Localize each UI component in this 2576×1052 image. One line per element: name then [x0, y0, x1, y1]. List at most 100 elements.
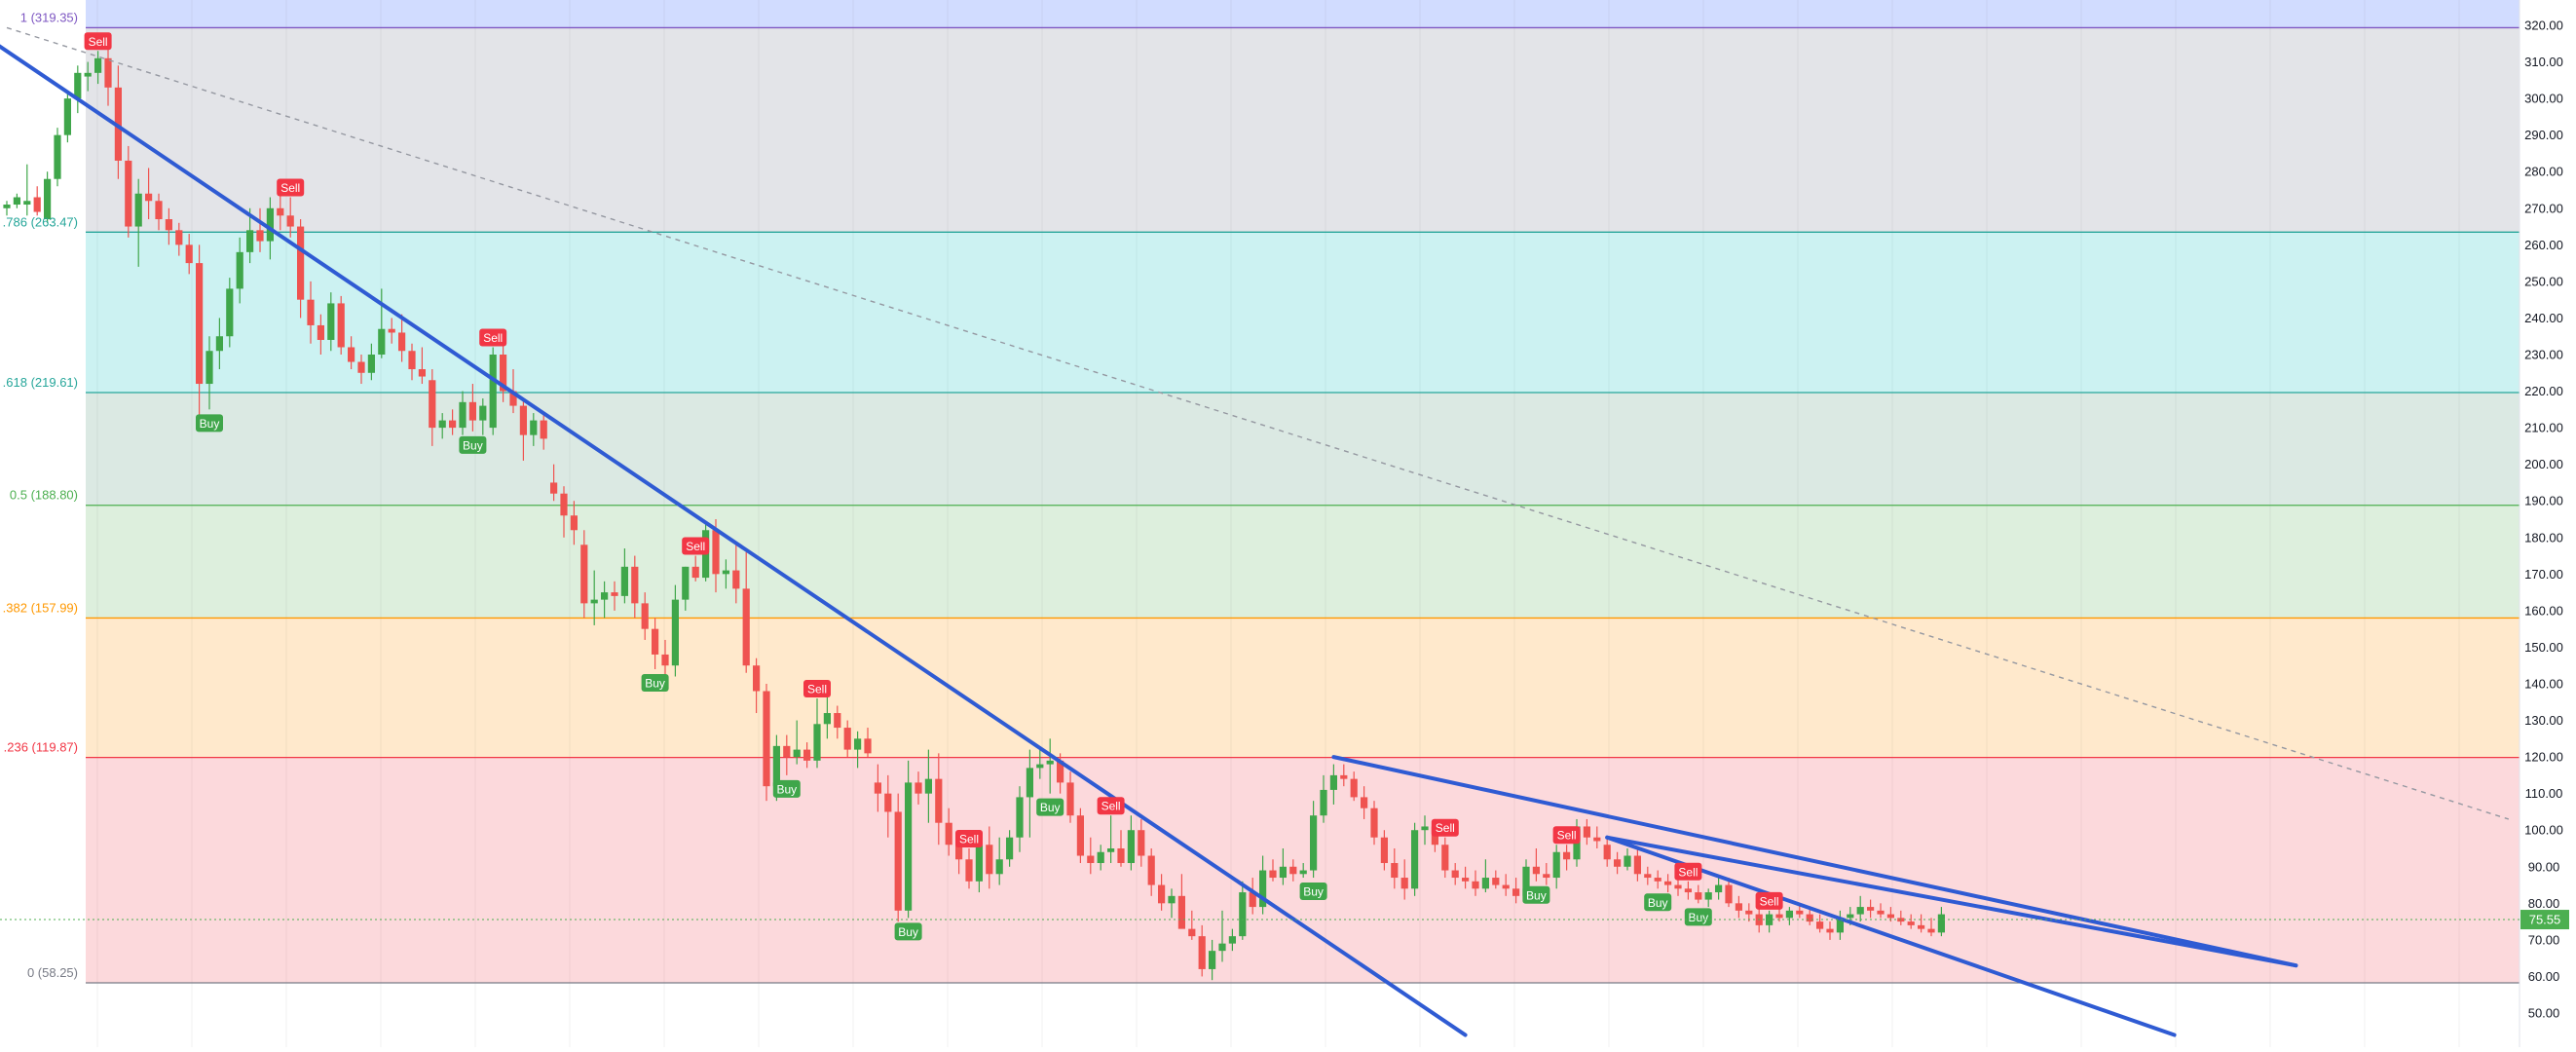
- signal-badge: [1644, 893, 1672, 912]
- sell-signal[interactable]: Sell: [1552, 826, 1581, 845]
- trendline-main-downtrend[interactable]: [0, 3, 1468, 1037]
- candle: [1361, 786, 1368, 819]
- candle: [1097, 845, 1104, 871]
- signal-label: Sell: [1760, 894, 1779, 908]
- price-axis: 320.00 310.00 300.00 290.00 280.00 270.00 260.…: [2524, 19, 2563, 1021]
- candle-body: [753, 665, 761, 692]
- candle: [438, 413, 446, 439]
- candle: [1877, 903, 1885, 919]
- candle: [1350, 771, 1358, 802]
- candle-body: [1644, 874, 1652, 879]
- candle-body: [1735, 903, 1742, 911]
- candle-body: [783, 745, 791, 758]
- candle-body: [995, 859, 1003, 875]
- candle: [793, 720, 801, 765]
- candle-body: [145, 193, 153, 202]
- sell-signal[interactable]: Sell: [277, 178, 305, 197]
- candle-body: [874, 782, 881, 794]
- candle-body: [357, 361, 365, 373]
- buy-signal[interactable]: Buy: [894, 922, 922, 941]
- candle-body: [1127, 830, 1135, 864]
- sell-signal[interactable]: Sell: [1431, 818, 1459, 837]
- candle-body: [1806, 914, 1813, 922]
- candle: [1583, 818, 1590, 845]
- signal-badge: [955, 830, 983, 847]
- candle-body: [277, 207, 284, 216]
- signal-badge: [196, 414, 223, 432]
- buy-signal[interactable]: Buy: [1036, 798, 1064, 816]
- candle-body: [1715, 884, 1723, 893]
- candle-body: [1350, 778, 1358, 798]
- candle-body: [104, 57, 112, 88]
- candle-body: [1624, 855, 1631, 867]
- candle-body: [317, 324, 324, 340]
- candle: [813, 698, 821, 769]
- candle-body: [1391, 863, 1399, 879]
- buy-signal[interactable]: Buy: [1522, 885, 1550, 904]
- price-tick-label: 220.00: [2524, 384, 2563, 398]
- candle-body: [1462, 878, 1470, 882]
- signal-label: Buy: [1303, 885, 1324, 899]
- fibonacci-labels: 1 (319.35) .786 (263.47) .618 (219.61) 0.5 …: [3, 10, 78, 980]
- buy-signal[interactable]: Buy: [772, 779, 801, 798]
- candle: [1654, 870, 1661, 889]
- signal-badge: [1097, 797, 1125, 815]
- candle-body: [13, 197, 20, 206]
- candle: [1826, 921, 1834, 940]
- candle: [661, 639, 669, 677]
- price-tick-label: 310.00: [2524, 55, 2563, 69]
- candle-body: [449, 420, 457, 429]
- candle: [145, 168, 153, 220]
- sell-signal[interactable]: Sell: [955, 830, 983, 847]
- candle: [1593, 826, 1601, 848]
- sell-signal[interactable]: Sell: [682, 537, 710, 555]
- buy-signal[interactable]: Buy: [641, 673, 669, 692]
- candle: [803, 742, 811, 769]
- candle-body: [550, 482, 558, 494]
- candle-body: [530, 420, 538, 435]
- candle: [570, 501, 578, 545]
- candle-body: [398, 332, 406, 352]
- sell-signal[interactable]: Sell: [479, 328, 507, 347]
- candle: [357, 355, 365, 385]
- candle: [1937, 907, 1945, 937]
- price-tick-label: 150.00: [2524, 640, 2563, 655]
- signals: Sell Sell Buy Sell Buy Sell Buy Sell Buy Sell Buy B…: [84, 32, 1783, 941]
- trendline-channel-upper[interactable]: [1331, 755, 2298, 968]
- candle-body: [348, 347, 355, 362]
- candle-body: [1411, 830, 1419, 889]
- candle-body: [1218, 943, 1226, 952]
- signal-label: Buy: [1648, 896, 1668, 910]
- candle: [834, 705, 841, 739]
- candle-body: [1918, 924, 1925, 929]
- candle-body: [1299, 870, 1307, 875]
- candle-body: [500, 355, 507, 392]
- candle: [601, 581, 609, 619]
- trendline-wedge-upper[interactable]: [1605, 835, 2298, 968]
- sell-signal[interactable]: Sell: [1755, 891, 1783, 910]
- candle: [1441, 837, 1449, 879]
- sell-signal[interactable]: Sell: [1674, 862, 1702, 881]
- candle: [1715, 878, 1723, 900]
- price-tick-label: 180.00: [2524, 530, 2563, 545]
- buy-signal[interactable]: Buy: [196, 414, 223, 432]
- candle: [1299, 863, 1307, 879]
- candles: [3, 36, 1945, 981]
- candle-body: [924, 778, 932, 794]
- sell-signal[interactable]: Sell: [803, 680, 831, 698]
- buy-signal[interactable]: Buy: [1644, 893, 1672, 912]
- price-tick-label: 140.00: [2524, 677, 2563, 692]
- candle: [854, 731, 862, 769]
- signal-badge: [682, 537, 710, 555]
- candle: [1400, 859, 1408, 900]
- current-price-label: 75.55: [2529, 913, 2561, 927]
- buy-signal[interactable]: Buy: [1684, 908, 1712, 926]
- sell-signal[interactable]: Sell: [84, 32, 112, 51]
- candle: [1188, 910, 1196, 940]
- buy-signal[interactable]: Buy: [1299, 883, 1327, 901]
- sell-signal[interactable]: Sell: [1097, 797, 1125, 815]
- candle-body: [1177, 895, 1185, 929]
- buy-signal[interactable]: Buy: [459, 435, 487, 454]
